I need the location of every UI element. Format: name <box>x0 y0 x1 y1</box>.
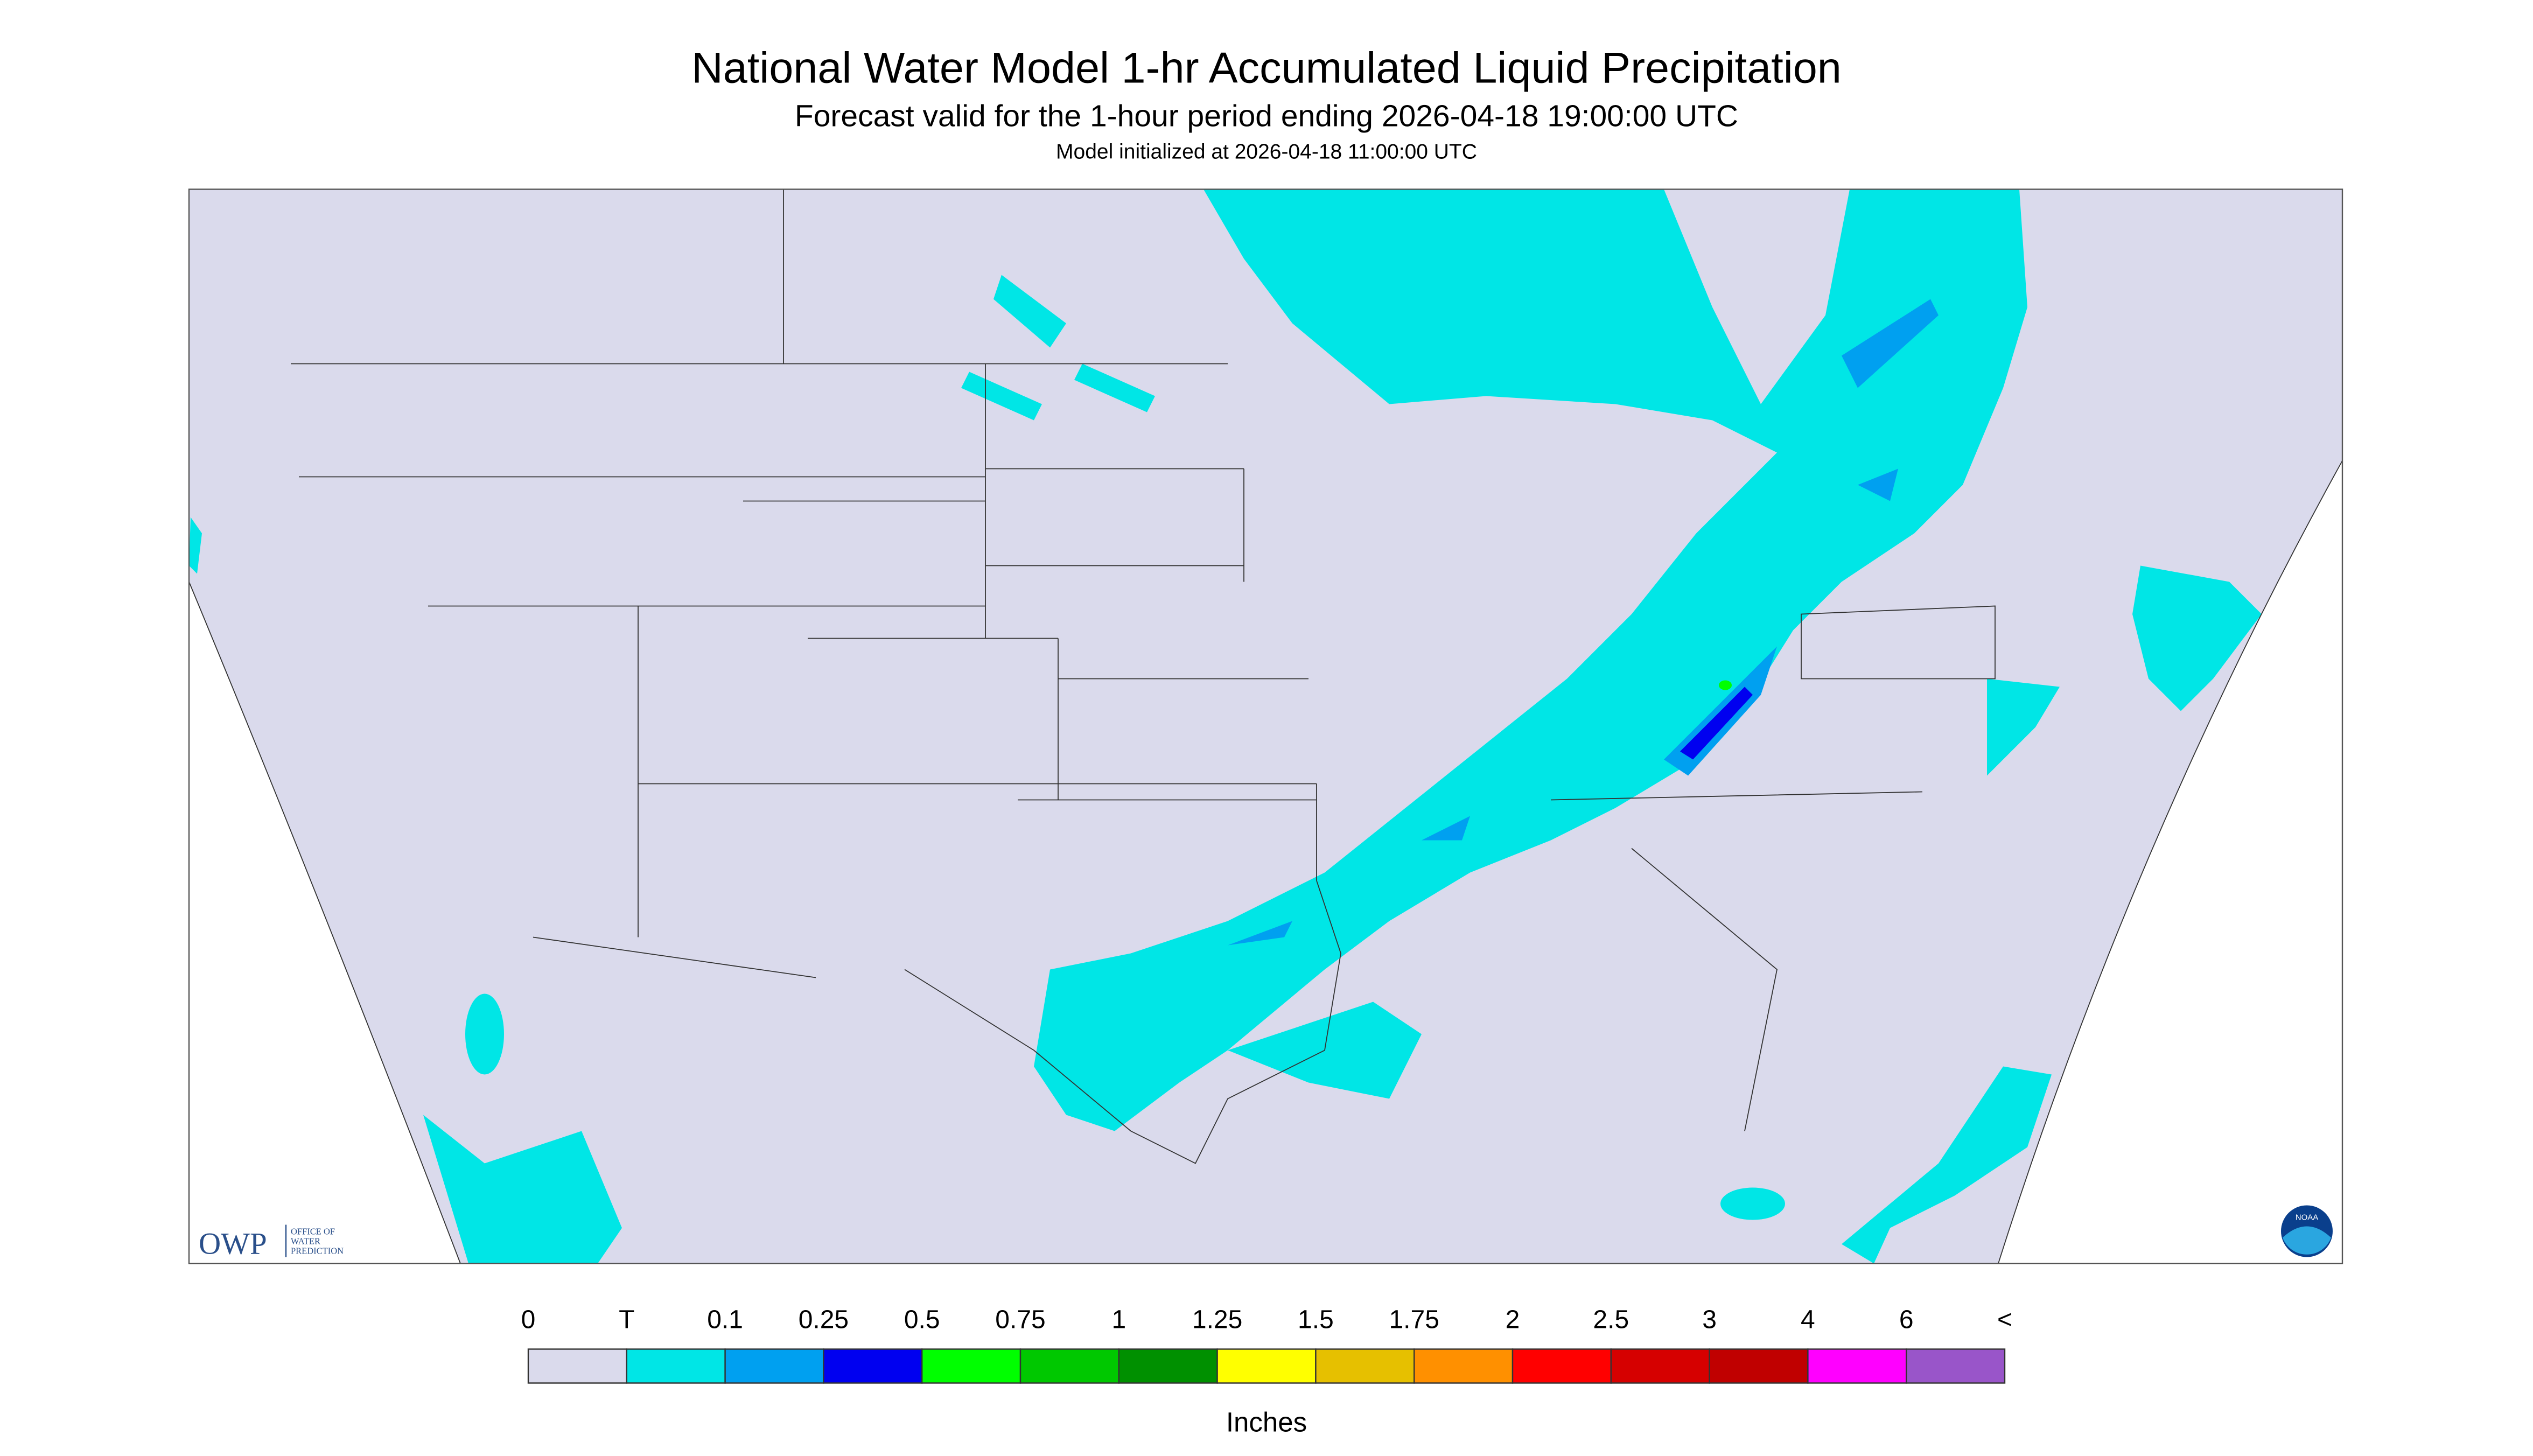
init-time: Model initialized at 2026-04-18 11:00:00… <box>1056 141 1477 164</box>
precip-cell <box>1842 1066 2052 1264</box>
noaa-wave <box>2283 1226 2331 1255</box>
precip-cell <box>961 372 1042 421</box>
legend-label: < <box>1997 1306 2012 1334</box>
legend-swatch <box>1414 1348 1514 1384</box>
precip-cell <box>1228 921 1292 946</box>
legend-label: 3 <box>1702 1306 1717 1334</box>
owp-logo: OWP OFFICE OF WATER PREDICTION <box>199 1224 344 1261</box>
legend-label: 0.5 <box>904 1306 940 1334</box>
legend-swatch <box>1709 1348 1809 1384</box>
precip-cell <box>1858 468 1898 501</box>
precip-cell <box>1720 1187 1785 1220</box>
legend-swatch <box>1019 1348 1120 1384</box>
legend-label: 6 <box>1899 1306 1914 1334</box>
legend-label: T <box>619 1306 634 1334</box>
precip-cell <box>1987 678 2060 776</box>
legend-label: 0.25 <box>799 1306 849 1334</box>
legend-swatch <box>1807 1348 1907 1384</box>
owp-line: PREDICTION <box>291 1246 344 1256</box>
map-panel: OWP OFFICE OF WATER PREDICTION NOAA <box>188 188 2343 1264</box>
boundaries <box>188 189 2343 1264</box>
legend-swatch <box>1216 1348 1317 1384</box>
owp-wordmark: OWP <box>199 1227 267 1261</box>
legend-label: 0.1 <box>707 1306 743 1334</box>
legend-label: 1.25 <box>1192 1306 1242 1334</box>
precip-cell <box>465 993 504 1075</box>
precip-band <box>1034 189 2027 1131</box>
legend-label: 2 <box>1506 1306 1520 1334</box>
legend-unit: Inches <box>1226 1407 1307 1438</box>
legend-swatch <box>724 1348 824 1384</box>
precip-cell <box>993 275 1066 348</box>
precip-cell <box>2132 565 2262 711</box>
legend-swatch <box>921 1348 1021 1384</box>
precip-cell <box>1074 363 1155 412</box>
noaa-text: NOAA <box>2296 1213 2319 1222</box>
legend-label: 1.75 <box>1389 1306 1439 1334</box>
legend-swatch <box>823 1348 923 1384</box>
map-title: National Water Model 1-hr Accumulated Li… <box>691 44 1842 93</box>
legend-swatch <box>1610 1348 1710 1384</box>
legend-label: 0 <box>521 1306 536 1334</box>
precip-cell <box>189 517 202 574</box>
legend-swatch <box>1512 1348 1612 1384</box>
map-subtitle: Forecast valid for the 1-hour period end… <box>795 99 1738 134</box>
precip-peak <box>1719 680 1732 690</box>
color-legend: 0 T 0.1 0.25 0.5 0.75 1 1.25 1.5 1.75 2 2.5 3 4 6 < <box>521 1306 2012 1384</box>
legend-swatch <box>626 1348 726 1384</box>
precip-areas <box>189 189 2262 1264</box>
owp-line: WATER <box>291 1236 320 1247</box>
legend-label: 1.5 <box>1298 1306 1334 1334</box>
legend-swatch <box>1315 1348 1415 1384</box>
legend-label: 4 <box>1801 1306 1815 1334</box>
legend-label: 1 <box>1111 1306 1126 1334</box>
legend-swatch <box>1118 1348 1218 1384</box>
legend-swatch <box>1905 1348 2006 1384</box>
legend-swatch <box>527 1348 628 1384</box>
precip-heavy <box>1680 687 1753 760</box>
legend-label: 2.5 <box>1593 1306 1629 1334</box>
map-frame <box>188 188 2343 1264</box>
precip-cell <box>423 1115 622 1264</box>
owp-line: OFFICE OF <box>291 1227 335 1237</box>
legend-label: 0.75 <box>995 1306 1045 1334</box>
precip-cell <box>1842 299 1939 388</box>
noaa-logo: NOAA <box>2281 1205 2333 1257</box>
precip-cell <box>1422 816 1470 841</box>
